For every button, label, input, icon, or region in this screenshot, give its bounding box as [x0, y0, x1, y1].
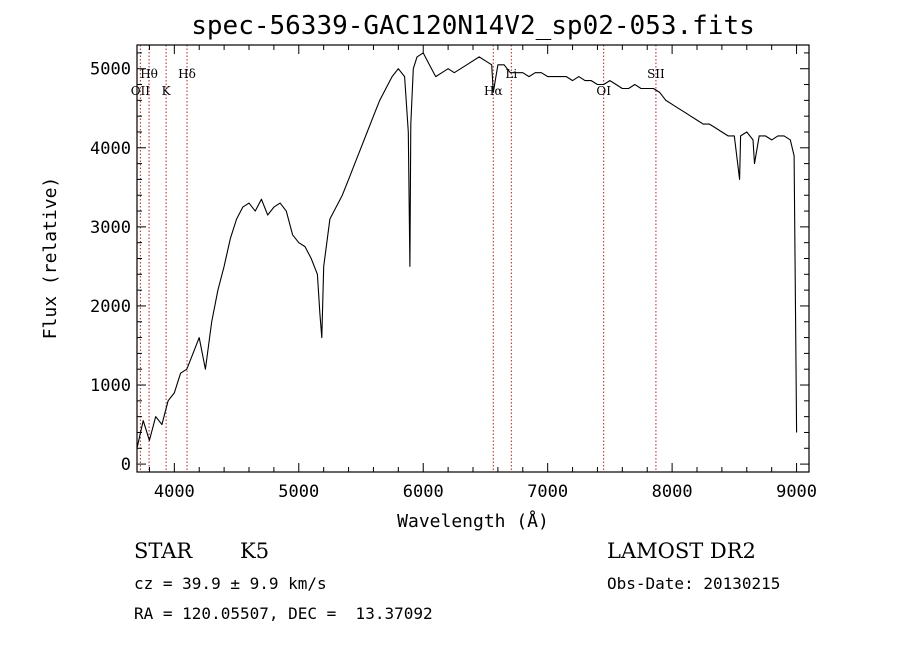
- x-tick-label-5: 9000: [776, 482, 817, 502]
- axis-ticks: 4000 5000 6000 7000 8000 9000 0 1000 2000 3000 400…: [90, 45, 817, 502]
- line-marker-label-1: Hθ: [140, 67, 158, 81]
- x-tick-label-2: 6000: [403, 482, 444, 502]
- coordinates-line: RA = 120.05507, DEC = 13.37092: [134, 604, 433, 623]
- line-marker-label-0: OII: [131, 84, 151, 98]
- y-tick-label-3: 3000: [90, 218, 131, 238]
- line-marker-label-7: SII: [647, 67, 665, 81]
- obs-date: Obs-Date: 20130215: [607, 574, 780, 593]
- plot-frame: [136, 44, 810, 473]
- x-tick-label-1: 5000: [278, 482, 319, 502]
- spectrum-line: [136, 52, 798, 449]
- spectral-subclass: K5: [240, 539, 269, 563]
- line-marker-label-3: Hδ: [178, 67, 196, 81]
- x-axis-label: Wavelength (Å): [397, 510, 549, 532]
- x-tick-label-0: 4000: [154, 482, 195, 502]
- redshift-line: cz = 39.9 ± 9.9 km/s: [134, 574, 327, 593]
- y-tick-label-1: 1000: [90, 376, 131, 396]
- x-tick-label-4: 8000: [652, 482, 693, 502]
- y-axis-label: Flux (relative): [40, 177, 61, 340]
- line-marker-label-5: Li: [505, 67, 517, 81]
- y-tick-label-2: 2000: [90, 297, 131, 317]
- line-marker-label-6: OI: [596, 84, 611, 98]
- line-marker-label-2: K: [162, 84, 172, 98]
- spectral-class: STAR: [134, 539, 193, 563]
- survey-label: LAMOST DR2: [607, 539, 756, 563]
- y-tick-label-5: 5000: [90, 60, 131, 80]
- y-tick-label-0: 0: [121, 455, 131, 475]
- x-tick-label-3: 7000: [527, 482, 568, 502]
- chart-title: spec-56339-GAC120N14V2_sp02-053.fits: [191, 11, 755, 41]
- y-tick-label-4: 4000: [90, 139, 131, 159]
